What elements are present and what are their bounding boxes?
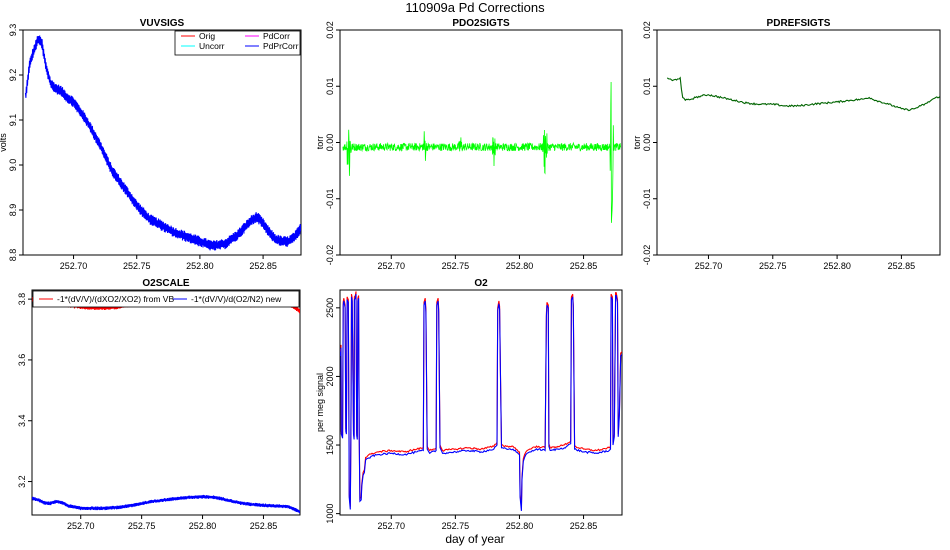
pdrefsigts-xtick-label: 252.70 (695, 261, 723, 271)
o2scale-title: O2SCALE (142, 278, 190, 289)
pdo2sigts-ytick-label: 0.02 (325, 21, 335, 39)
o2scale-legend-box (32, 290, 300, 308)
pdo2sigts-plot-area (342, 81, 622, 223)
o2scale-xtick-label: 252.80 (189, 521, 217, 531)
vuvsigs-title: VUVSIGS (140, 18, 185, 29)
vuvsigs-ytick-label: 9.1 (8, 114, 18, 127)
vuvsigs-legend-label: PdPrCorr (263, 41, 299, 51)
pdo2sigts-title: PDO2SIGTS (452, 18, 510, 29)
o2-plot-area (340, 291, 622, 511)
o2-xtick-label: 252.70 (378, 521, 406, 531)
pdo2sigts-ylabel: torr (315, 136, 325, 150)
pdo2sigts-ytick-label: 0.00 (325, 134, 335, 152)
o2-ytick-label: 2000 (325, 366, 335, 386)
vuvsigs-legend-label: Orig (199, 31, 215, 41)
pdrefsigts-ytick-label: -0.02 (642, 245, 652, 266)
o2scale-plot-area (32, 293, 300, 514)
o2scale-xtick-label: 252.85 (250, 521, 278, 531)
o2scale-legend-label: -1*(dV/V)/(dXO2/XO2) from VB (57, 294, 174, 304)
pdrefsigts-plot-area (666, 76, 940, 112)
pdo2sigts-xtick-label: 252.80 (506, 261, 534, 271)
o2scale-xtick-label: 252.75 (128, 521, 156, 531)
vuvsigs-xtick-label: 252.75 (123, 261, 151, 271)
vuvsigs-ytick-label: 9.0 (8, 159, 18, 172)
pdrefsigts-series-line (666, 76, 940, 112)
o2-xtick-label: 252.80 (506, 521, 534, 531)
vuvsigs-xtick-label: 252.80 (186, 261, 214, 271)
pdo2sigts-frame (339, 29, 623, 256)
pdrefsigts-title: PDREFSIGTS (767, 18, 831, 29)
vuvsigs-series-line (24, 35, 301, 251)
o2-series-line (340, 294, 622, 511)
o2scale-series-line (32, 494, 300, 514)
vuvsigs-series-0 (24, 35, 301, 251)
panels: VUVSIGS 252.70 252.75 252.80 252.85 8.8 8.9 9.0… (0, 18, 941, 531)
o2-ylabel: per meg signal (315, 373, 325, 432)
pdo2sigts-series-line (342, 81, 622, 223)
vuvsigs-ytick-label: 9.2 (8, 69, 18, 82)
o2scale-ytick-label: 3.4 (17, 414, 27, 427)
vuvsigs-ylabel: volts (0, 133, 8, 152)
pdrefsigts-ytick-label: -0.01 (642, 188, 652, 209)
pdo2sigts-xtick-label: 252.85 (570, 261, 598, 271)
o2scale-ytick-label: 3.6 (17, 354, 27, 367)
pdo2sigts-xtick-label: 252.75 (442, 261, 470, 271)
pdo2sigts-xtick-label: 252.70 (378, 261, 406, 271)
o2scale-legend-label: -1*(dV/V)/d(O2/N2) new (191, 294, 282, 304)
pdrefsigts-xtick-label: 252.85 (888, 261, 916, 271)
o2scale-ytick-label: 3.8 (17, 293, 27, 306)
vuvsigs-legend-box (174, 30, 301, 56)
pdrefsigts-xtick-label: 252.75 (759, 261, 787, 271)
o2-ytick-label: 1500 (325, 435, 335, 455)
o2scale-series-1 (32, 494, 300, 514)
pdrefsigts-ytick-label: 0.02 (642, 21, 652, 39)
o2-frame (339, 289, 623, 516)
o2-title: O2 (474, 278, 488, 289)
panel-pdrefsigts: PDREFSIGTS 252.70 252.75 252.80 252.85 -0.02 -… (632, 18, 941, 271)
o2scale-legend: -1*(dV/V)/(dXO2/XO2) from VB -1*(dV/V)/d(… (32, 290, 300, 308)
o2scale-xtick-label: 252.70 (67, 521, 95, 531)
o2-xtick-label: 252.85 (570, 521, 598, 531)
vuvsigs-legend-label: Uncorr (199, 41, 225, 51)
pdrefsigts-ylabel: torr (632, 136, 642, 150)
vuvsigs-ytick-label: 8.9 (8, 204, 18, 217)
pdrefsigts-ytick-label: 0.01 (642, 77, 652, 95)
pdo2sigts-ytick-label: 0.01 (325, 77, 335, 95)
o2scale-frame (31, 289, 301, 516)
pdo2sigts-ytick-label: -0.01 (325, 188, 335, 209)
o2-xtick-label: 252.75 (442, 521, 470, 531)
vuvsigs-plot-area (24, 35, 301, 251)
vuvsigs-ytick-label: 8.8 (8, 249, 18, 262)
pdrefsigts-ytick-label: 0.00 (642, 134, 652, 152)
o2scale-ytick-label: 3.2 (17, 475, 27, 488)
pdo2sigts-ytick-label: -0.02 (325, 245, 335, 266)
figure-xlabel: day of year (445, 532, 504, 546)
vuvsigs-ytick-label: 9.3 (8, 24, 18, 37)
pdo2sigts-series-0 (342, 81, 622, 223)
panel-o2: O2 252.70 252.75 252.80 252.85 1000 1500 2000 25… (315, 278, 623, 531)
o2-ytick-label: 2500 (325, 298, 335, 318)
vuvsigs-xtick-label: 252.70 (60, 261, 88, 271)
panel-vuvsigs: VUVSIGS 252.70 252.75 252.80 252.85 8.8 8.9 9.0… (0, 18, 302, 271)
pdrefsigts-xtick-label: 252.80 (823, 261, 851, 271)
panel-pdo2sigts: PDO2SIGTS 252.70 252.75 252.80 252.85 -0.02 -0… (315, 18, 623, 271)
vuvsigs-xtick-label: 252.85 (249, 261, 277, 271)
o2-ytick-label: 1000 (325, 504, 335, 524)
pdrefsigts-frame (656, 29, 941, 256)
o2-series-1 (340, 294, 622, 511)
o2-series-line (340, 291, 622, 509)
o2-series-0 (340, 291, 622, 509)
vuvsigs-frame (22, 29, 302, 256)
panel-o2scale: O2SCALE 252.70 252.75 252.80 252.85 3.2 3.4 3.6… (17, 278, 301, 531)
vuvsigs-legend-label: PdCorr (263, 31, 290, 41)
vuvsigs-legend: Orig PdCorr Uncorr PdPrCorr (174, 30, 301, 56)
figure-title: 110909a Pd Corrections (405, 0, 545, 15)
pdrefsigts-series-0 (666, 76, 940, 112)
